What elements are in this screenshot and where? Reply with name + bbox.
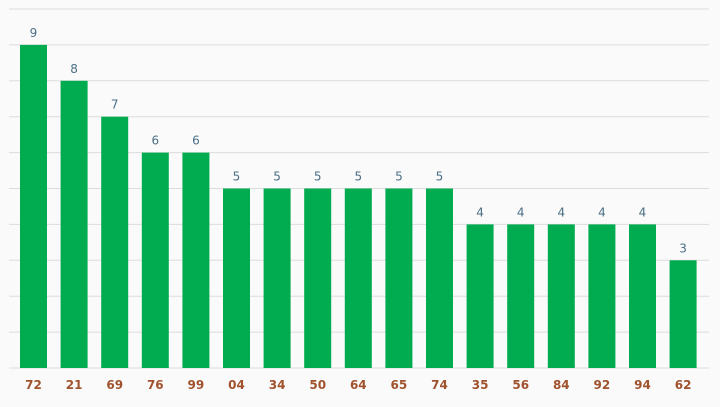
bar-92 [588, 224, 616, 368]
value-label-34: 5 [273, 170, 281, 184]
category-label-34: 34 [269, 378, 286, 392]
value-label-04: 5 [233, 170, 241, 184]
value-label-65: 5 [395, 170, 403, 184]
bar-74 [426, 188, 453, 368]
value-label-72: 9 [30, 26, 38, 40]
bar-69 [101, 116, 129, 368]
category-label-21: 21 [66, 378, 83, 392]
category-label-62: 62 [675, 378, 692, 392]
category-label-64: 64 [350, 378, 367, 392]
category-label-65: 65 [391, 378, 408, 392]
category-label-72: 72 [25, 378, 42, 392]
value-label-21: 8 [70, 62, 78, 76]
bar-56 [507, 224, 535, 368]
bar-72 [20, 44, 47, 369]
value-label-84: 4 [557, 205, 565, 219]
value-label-35: 4 [476, 205, 484, 219]
category-label-56: 56 [512, 378, 529, 392]
bar-04 [223, 188, 250, 368]
bar-62 [669, 260, 697, 368]
value-label-92: 4 [598, 205, 606, 219]
value-label-94: 4 [639, 205, 647, 219]
category-label-74: 74 [431, 378, 448, 392]
value-label-74: 5 [436, 170, 444, 184]
bar-50 [304, 188, 332, 368]
bar-76 [141, 152, 169, 368]
category-label-04: 04 [228, 378, 245, 392]
bar-21 [60, 80, 88, 369]
category-label-92: 92 [594, 378, 611, 392]
category-label-94: 94 [634, 378, 651, 392]
value-label-56: 4 [517, 205, 525, 219]
value-label-50: 5 [314, 170, 322, 184]
value-label-99: 6 [192, 134, 200, 148]
bar-64 [344, 188, 372, 368]
bar-99 [182, 152, 210, 368]
category-labels: 72 21 69 76 99 04 34 50 64 65 74 35 56 84 92 94 62 [25, 378, 691, 392]
category-label-76: 76 [147, 378, 164, 392]
category-label-69: 69 [106, 378, 123, 392]
value-labels: 9 8 7 6 6 5 5 5 5 5 5 4 4 4 4 4 3 [30, 26, 687, 255]
value-label-69: 7 [111, 98, 119, 112]
category-label-84: 84 [553, 378, 570, 392]
category-label-50: 50 [309, 378, 326, 392]
category-label-99: 99 [188, 378, 205, 392]
value-label-76: 6 [151, 134, 159, 148]
bar-94 [629, 224, 656, 368]
bars [20, 44, 697, 369]
value-label-64: 5 [354, 170, 362, 184]
bar-34 [263, 188, 291, 368]
value-label-62: 3 [679, 241, 687, 255]
bar-35 [466, 224, 494, 368]
bar-84 [547, 224, 575, 368]
bar-65 [385, 188, 413, 368]
category-label-35: 35 [472, 378, 489, 392]
